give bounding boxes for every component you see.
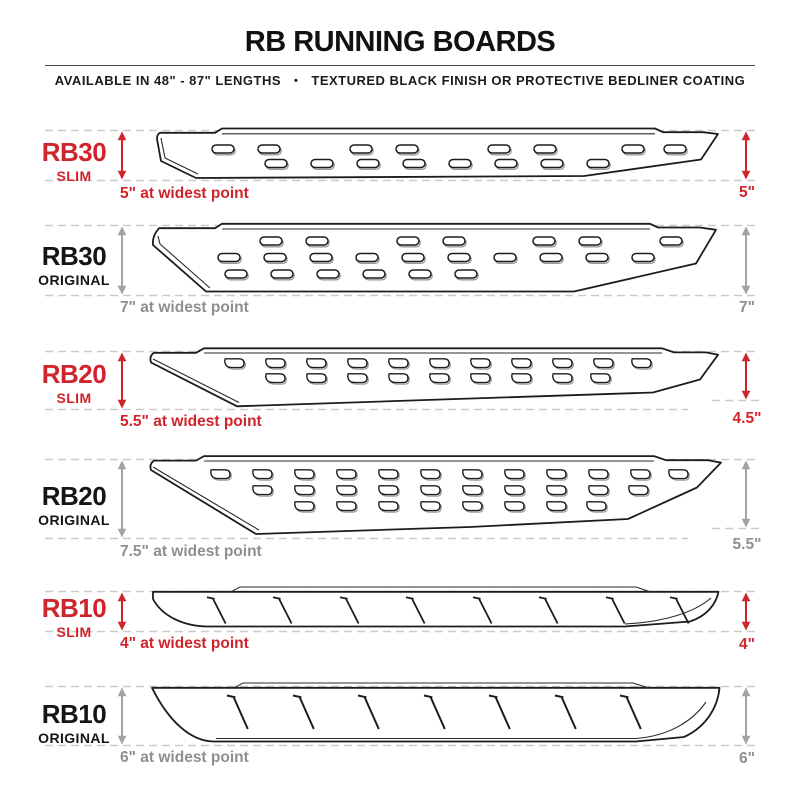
rb30-original-widest-point-arrow	[117, 226, 127, 295]
rb30-slim-board-illustration	[156, 127, 719, 179]
rb20-slim-width-label: 5.5" at widest point	[120, 413, 262, 430]
rb10-slim-height-label: 4"	[739, 636, 755, 653]
rb30-slim-width-label: 5" at widest point	[120, 185, 249, 202]
variant-name: ORIGINAL	[38, 512, 110, 528]
rb10-original-board-illustration	[151, 682, 721, 743]
rb10-original-height-arrow	[741, 687, 751, 745]
variant-name: SLIM	[56, 390, 92, 406]
rb20-slim-board-illustration	[149, 347, 719, 408]
model-name: RB30	[41, 137, 107, 167]
label-rb30-slim: RB30 SLIM	[22, 139, 126, 183]
rb20-slim-widest-point-arrow	[117, 352, 127, 409]
rb30-original-width-label: 7" at widest point	[120, 299, 249, 316]
rb20-original-height-label: 5.5"	[732, 536, 762, 553]
rb10-original-height-label: 6"	[739, 750, 755, 767]
model-name: RB20	[41, 359, 107, 389]
subtitle-bullet: •	[294, 74, 299, 87]
rb20-slim-height-label: 4.5"	[732, 410, 762, 427]
rb30-original-height-arrow	[741, 226, 751, 295]
variant-name: SLIM	[56, 624, 92, 640]
model-name: RB10	[41, 699, 107, 729]
rb20-original-width-label: 7.5" at widest point	[120, 543, 262, 560]
rb10-original-widest-point-arrow	[117, 687, 127, 745]
rb20-original-board-illustration	[149, 455, 722, 535]
rb10-original-width-label: 6" at widest point	[120, 749, 249, 766]
variant-name: SLIM	[56, 168, 92, 184]
subtitle-lengths: AVAILABLE IN 48" - 87" LENGTHS	[54, 73, 282, 88]
label-rb10-original: RB10 ORIGINAL	[22, 701, 126, 745]
rb30-slim-height-label: 5"	[739, 184, 755, 201]
rb30-original-height-label: 7"	[739, 299, 755, 316]
rb10-slim-width-label: 4" at widest point	[120, 635, 249, 652]
rb30-slim-widest-point-arrow	[117, 131, 127, 180]
rb10-slim-board-illustration	[152, 586, 720, 628]
subtitle: AVAILABLE IN 48" - 87" LENGTHS • TEXTURE…	[0, 73, 800, 88]
dashed-guides	[45, 129, 762, 747]
rb30-slim-height-arrow	[741, 131, 751, 180]
label-rb20-slim: RB20 SLIM	[22, 361, 126, 405]
rb20-original-height-arrow	[741, 460, 751, 528]
model-name: RB30	[41, 241, 107, 271]
rb30-original-board-illustration	[151, 222, 717, 293]
rb20-original-widest-point-arrow	[117, 460, 127, 538]
subtitle-finish: TEXTURED BLACK FINISH OR PROTECTIVE BEDL…	[311, 73, 746, 88]
rb10-slim-height-arrow	[741, 592, 751, 631]
model-name: RB10	[41, 593, 107, 623]
label-rb30-original: RB30 ORIGINAL	[22, 243, 126, 287]
label-rb20-original: RB20 ORIGINAL	[22, 483, 126, 527]
model-name: RB20	[41, 481, 107, 511]
title-divider	[45, 65, 755, 66]
rb10-slim-widest-point-arrow	[117, 592, 127, 631]
variant-name: ORIGINAL	[38, 272, 110, 288]
label-rb10-slim: RB10 SLIM	[22, 595, 126, 639]
rb20-slim-height-arrow	[741, 352, 751, 400]
variant-name: ORIGINAL	[38, 730, 110, 746]
page-title: RB RUNNING BOARDS	[244, 26, 556, 58]
